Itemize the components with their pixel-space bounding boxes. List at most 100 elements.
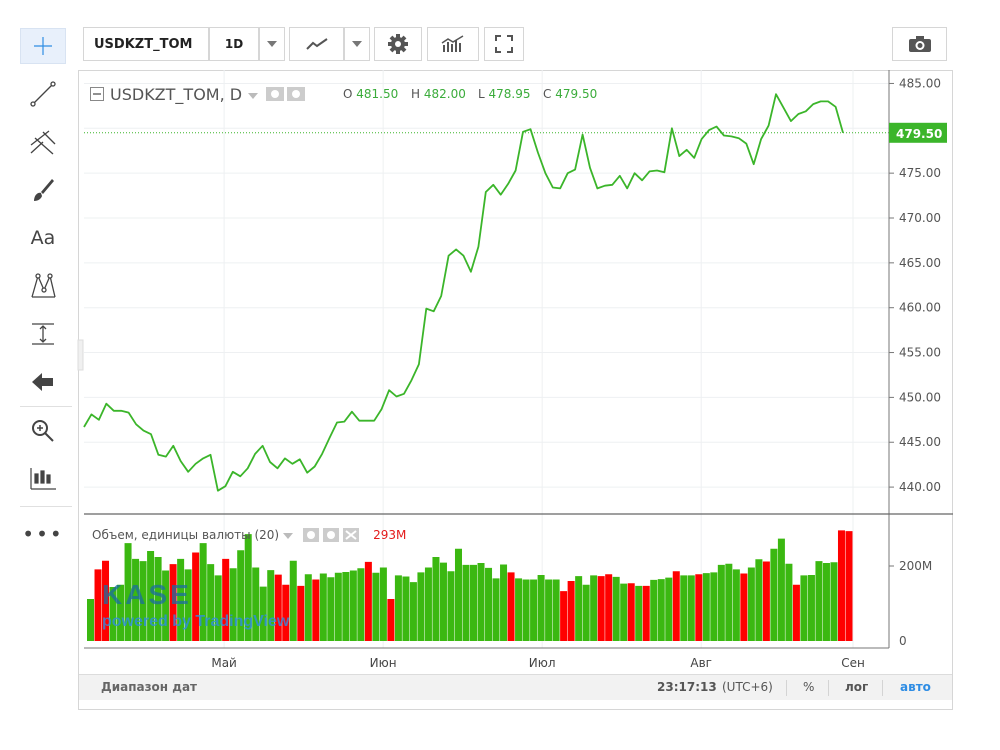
timezone[interactable]: (UTC+6) <box>722 680 773 694</box>
price-line <box>83 93 889 492</box>
chevron-down-icon <box>267 41 277 47</box>
status-divider <box>828 680 829 696</box>
brush-icon <box>34 179 54 201</box>
volume-bar <box>740 573 748 641</box>
toolbar-divider <box>20 406 72 407</box>
volume-bar <box>117 584 125 641</box>
volume-bar <box>605 574 613 641</box>
volume-bar <box>462 564 470 641</box>
volume-bar <box>409 582 417 641</box>
y-tick-label: 470.00 <box>899 211 941 225</box>
volume-bar <box>800 575 808 641</box>
volume-bar <box>162 570 170 641</box>
volume-bar <box>357 568 365 641</box>
legend-dropdown-icon[interactable] <box>248 85 259 103</box>
volume-bar <box>702 573 710 641</box>
ohlc-low: L 478.95 <box>478 87 531 101</box>
back-button[interactable] <box>20 364 66 400</box>
date-range-button[interactable]: Диапазон дат <box>101 680 198 694</box>
volume-bar <box>207 564 215 641</box>
x-tick-label: Июн <box>370 656 397 670</box>
volume-bar <box>372 572 380 641</box>
pitchfork-icon <box>30 130 56 155</box>
volume-bar <box>732 569 740 641</box>
symbol-search-button[interactable]: USDKZT_TOM <box>83 27 209 61</box>
volume-bar <box>642 585 650 641</box>
volume-bar <box>199 543 207 641</box>
text-tool[interactable]: Aa <box>20 220 66 256</box>
x-tick-label: Май <box>211 656 237 670</box>
collapse-icon[interactable] <box>90 87 104 101</box>
volume-bar <box>657 579 665 641</box>
volume-bar <box>342 572 350 641</box>
volume-bar <box>139 561 147 641</box>
grid-lines <box>84 70 889 648</box>
volume-bar <box>147 551 155 641</box>
brush-tool[interactable] <box>20 172 66 208</box>
camera-icon <box>908 36 931 52</box>
status-bar: Диапазон дат 23:17:13 (UTC+6) % лог авто <box>79 674 952 700</box>
pattern-tool[interactable] <box>20 268 66 304</box>
trend-line-icon <box>30 81 56 107</box>
last-price-label: 479.50 <box>896 127 942 141</box>
volume-bar <box>815 561 823 641</box>
volume-bar <box>289 560 297 641</box>
zoom-tool[interactable] <box>20 413 66 449</box>
percent-toggle[interactable]: % <box>803 680 815 694</box>
price-series <box>83 93 844 492</box>
more-tools-button[interactable]: ••• <box>20 516 66 552</box>
clock: 23:17:13 <box>657 680 717 694</box>
interval-button[interactable]: 1D <box>209 27 259 61</box>
volume-bar <box>612 576 620 641</box>
volume-bar <box>507 572 515 641</box>
crosshair-tool[interactable] <box>20 28 66 64</box>
y-tick-label: 465.00 <box>899 256 941 270</box>
kase-logo: KASE <box>102 580 192 610</box>
volume-bar <box>672 571 680 641</box>
volume-bar <box>252 567 260 641</box>
measure-icon <box>32 323 54 345</box>
indicators-button[interactable] <box>427 27 479 61</box>
volume-bar <box>710 572 718 641</box>
volume-bar <box>695 574 703 641</box>
volume-bar <box>417 572 425 641</box>
volume-bar <box>777 538 785 641</box>
volume-bar <box>545 579 553 641</box>
volume-bar <box>312 579 320 641</box>
volume-bar <box>259 586 267 641</box>
chart-style-dropdown-button[interactable] <box>344 27 370 61</box>
axes: 440.00 445.00 450.00 455.00 460.00 465.00 470.… <box>77 70 953 670</box>
volume-bar <box>364 561 372 641</box>
volume-settings-icons[interactable] <box>303 527 365 543</box>
volume-bar <box>822 563 830 641</box>
volume-bar <box>177 558 185 641</box>
volume-bar <box>327 577 335 641</box>
interval-dropdown-button[interactable] <box>259 27 285 61</box>
chevron-down-icon <box>352 41 362 47</box>
legend-settings-icons[interactable] <box>266 86 308 102</box>
last-price-tag <box>889 122 947 143</box>
log-toggle[interactable]: лог <box>845 680 869 694</box>
ruler-tool[interactable] <box>20 461 66 497</box>
auto-toggle[interactable]: авто <box>900 680 931 694</box>
measure-tool[interactable] <box>20 316 66 352</box>
volume-bar <box>552 579 560 641</box>
pitchfork-tool[interactable] <box>20 124 66 160</box>
ruler-icon <box>30 468 56 490</box>
volume-dropdown-icon[interactable] <box>283 528 294 542</box>
pattern-icon <box>31 273 56 298</box>
trend-line-tool[interactable] <box>20 76 66 112</box>
volume-bar <box>132 558 140 641</box>
volume-bar <box>402 576 410 641</box>
chart-style-button[interactable] <box>289 27 344 61</box>
fullscreen-button[interactable] <box>484 27 524 61</box>
snapshot-button[interactable] <box>892 27 947 61</box>
panel-collapse-handle <box>77 339 84 371</box>
crosshair-icon <box>34 37 52 55</box>
volume-bar <box>635 585 643 641</box>
settings-button[interactable] <box>374 27 422 61</box>
left-toolbar: Aa ••• <box>16 26 72 556</box>
volume-bar <box>830 562 838 641</box>
volume-bar <box>184 569 192 641</box>
